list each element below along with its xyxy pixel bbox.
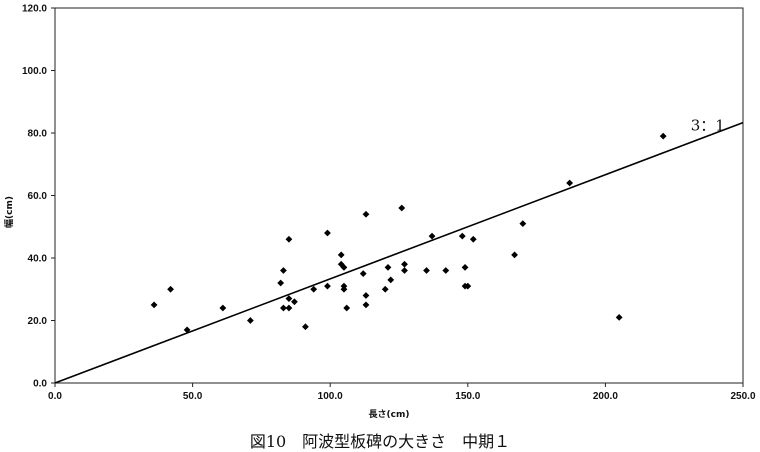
x-tick-label: 200.0 bbox=[593, 391, 618, 402]
data-point bbox=[324, 282, 331, 290]
data-points bbox=[150, 132, 667, 334]
y-tick-label: 80.0 bbox=[28, 129, 48, 140]
data-point bbox=[519, 220, 527, 228]
data-point bbox=[615, 313, 623, 321]
x-tick-label: 0.0 bbox=[48, 391, 62, 402]
data-point bbox=[362, 210, 370, 218]
y-tick-label: 20.0 bbox=[28, 316, 48, 327]
data-point bbox=[150, 301, 158, 309]
data-point bbox=[280, 267, 287, 274]
data-point bbox=[384, 263, 392, 271]
data-point bbox=[461, 263, 469, 271]
data-point bbox=[401, 267, 408, 274]
data-point bbox=[387, 276, 395, 284]
data-point bbox=[167, 285, 174, 293]
reference-line-label: 3：1 bbox=[691, 116, 725, 134]
data-point bbox=[401, 260, 408, 268]
data-point bbox=[285, 304, 293, 312]
y-tick-label: 120.0 bbox=[22, 4, 47, 15]
y-tick-label: 100.0 bbox=[22, 66, 47, 77]
x-tick-label: 100.0 bbox=[318, 391, 343, 402]
y-axis-ticks: 0.0 20.0 40.0 60.0 80.0 100.0 120.0 bbox=[22, 4, 55, 390]
data-point bbox=[566, 179, 574, 187]
y-tick-label: 60.0 bbox=[28, 191, 48, 202]
data-point bbox=[659, 132, 667, 140]
data-point bbox=[423, 267, 430, 274]
x-axis-ticks: 0.0 50.0 100.0 150.0 200.0 250.0 bbox=[48, 383, 756, 402]
data-point bbox=[246, 317, 254, 324]
data-point bbox=[183, 326, 191, 334]
data-point bbox=[398, 204, 406, 212]
x-axis-title: 長さ(cm) bbox=[369, 409, 410, 420]
x-tick-label: 250.0 bbox=[730, 391, 755, 402]
data-point bbox=[343, 304, 351, 312]
y-tick-label: 0.0 bbox=[33, 379, 47, 390]
data-point bbox=[302, 323, 309, 331]
x-tick-label: 150.0 bbox=[455, 391, 480, 402]
data-point bbox=[337, 260, 345, 268]
figure-caption: 図10 阿波型板碑の大きさ 中期１ bbox=[249, 432, 511, 451]
data-point bbox=[362, 292, 370, 299]
data-point bbox=[285, 295, 293, 303]
data-point bbox=[381, 285, 389, 293]
y-axis-title: 幅(cm) bbox=[3, 196, 15, 228]
data-point bbox=[285, 235, 293, 243]
data-point bbox=[428, 232, 436, 240]
data-point bbox=[291, 298, 298, 306]
plot-border bbox=[54, 7, 744, 384]
data-point bbox=[469, 235, 477, 243]
data-point bbox=[324, 229, 331, 237]
data-point bbox=[340, 285, 348, 293]
data-point bbox=[277, 279, 285, 287]
reference-line bbox=[54, 121, 744, 384]
data-point bbox=[219, 304, 227, 312]
data-point bbox=[442, 267, 450, 274]
data-point bbox=[359, 270, 367, 278]
data-point bbox=[458, 232, 466, 240]
plot-area bbox=[54, 7, 744, 384]
scatter-chart: 0.0 50.0 100.0 150.0 200.0 250.0 0.0 20.0 40.0 6… bbox=[3, 4, 756, 421]
data-point bbox=[464, 282, 472, 290]
data-point bbox=[362, 301, 370, 309]
x-tick-label: 50.0 bbox=[183, 391, 203, 402]
data-point bbox=[280, 304, 287, 312]
data-point bbox=[337, 251, 345, 259]
y-tick-label: 40.0 bbox=[28, 254, 48, 265]
data-point bbox=[310, 285, 318, 293]
data-point bbox=[340, 263, 348, 271]
reference-line-group bbox=[54, 121, 744, 384]
data-point bbox=[511, 251, 518, 259]
